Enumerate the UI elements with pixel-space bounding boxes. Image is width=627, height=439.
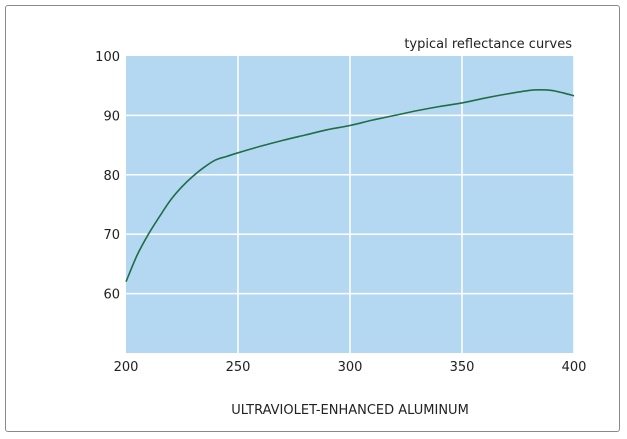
x-tick-label: 400 [562,360,587,375]
x-tick-label: 250 [226,360,251,375]
y-tick-label: 60 [103,288,120,303]
grid-lines [126,56,575,353]
y-tick-label: 80 [103,169,120,184]
y-tick-label: 70 [103,228,120,243]
x-tick-label: 200 [114,360,139,375]
x-tick-label: 350 [450,360,475,375]
reflectance-series-line [125,89,575,283]
x-axis: 200 250 300 350 400 [114,360,587,375]
y-tick-label: 90 [103,109,120,124]
y-tick-label: 100 [95,50,120,65]
x-tick-label: 300 [338,360,363,375]
curve-annotation: typical reflectance curves [404,37,572,52]
series-group [125,89,575,283]
y-axis: 60 70 80 90 100 [95,50,120,303]
x-axis-label: ULTRAVIOLET-ENHANCED ALUMINUM [231,403,469,418]
